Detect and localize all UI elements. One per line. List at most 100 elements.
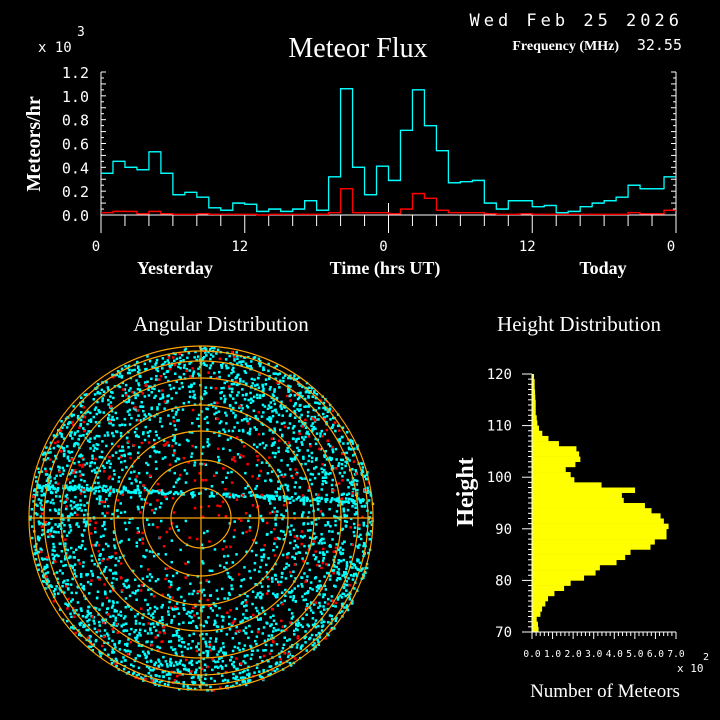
meteor-point [209,348,212,351]
meteor-point-subset [256,506,259,509]
meteor-point [69,612,72,615]
meteor-point [299,476,302,480]
meteor-point [170,560,173,564]
meteor-point [212,647,216,651]
meteor-point [235,675,239,679]
meteor-point [243,644,247,647]
meteor-point [367,551,370,555]
meteor-point [155,607,159,610]
meteor-point [72,501,76,504]
meteor-point [91,572,94,576]
meteor-point [193,396,197,400]
meteor-point [70,414,73,418]
meteor-point [242,647,245,651]
meteor-point [241,619,245,622]
meteor-point [235,625,238,629]
meteor-point [229,404,232,408]
meteor-point [101,604,104,607]
meteor-point [339,551,342,554]
meteor-point [46,558,49,561]
meteor-point [37,568,40,571]
meteor-point-subset [168,463,172,466]
meteor-point-subset [331,409,334,413]
meteor-point [220,656,223,659]
meteor-band-point [133,489,136,492]
meteor-point [131,401,134,405]
meteor-point [210,485,214,488]
meteor-point [351,480,354,483]
meteor-point [88,464,92,468]
meteor-point [231,663,234,666]
meteor-point [306,623,309,626]
meteor-point [182,603,185,607]
meteor-point [230,390,234,394]
meteor-point-subset [323,418,327,421]
meteor-point-subset [117,445,120,448]
meteor-point [258,474,261,477]
meteor-point [179,548,182,552]
meteor-point [107,418,110,422]
meteor-point-subset [286,501,289,505]
meteor-point [245,550,248,553]
meteor-point [79,503,83,507]
meteor-point [302,598,305,602]
meteor-point [98,497,102,500]
meteor-point [104,592,107,596]
meteor-point [208,366,212,370]
meteor-point [111,373,114,377]
meteor-point-subset [341,452,344,456]
meteor-point [109,492,112,495]
meteor-point [325,458,329,461]
meteor-point [242,613,245,616]
meteor-point [141,577,145,580]
meteor-point [255,553,258,557]
meteor-point [130,482,133,485]
meteor-point [293,374,296,377]
meteor-point [93,492,96,495]
meteor-point [118,640,121,643]
meteor-point-subset [125,394,128,397]
meteor-point-subset [120,577,123,580]
meteor-band-point [191,493,194,496]
meteor-point [197,367,200,371]
meteor-point [40,499,43,502]
meteor-point [187,351,191,355]
meteor-point [78,483,81,487]
meteor-point-subset [193,506,197,510]
meteor-point [93,446,97,450]
meteor-point [82,518,86,521]
meteor-point [114,657,118,661]
meteor-point [79,419,82,422]
meteor-point [78,470,82,473]
meteor-point [236,362,239,365]
meteor-point [200,591,203,594]
meteor-band-point [37,484,41,487]
meteor-point [248,417,252,421]
meteor-point [80,621,83,624]
meteor-point [83,479,86,483]
meteor-point [243,680,247,683]
meteor-point [93,481,97,484]
meteor-point-subset [134,406,137,409]
meteor-point [250,653,254,656]
meteor-point [240,404,243,407]
meteor-point-subset [289,399,292,402]
meteor-point [264,383,267,386]
meteor-point [219,649,223,652]
meteor-point [264,479,267,483]
meteor-point [236,453,240,456]
meteor-point [218,375,221,379]
meteor-point [247,680,250,684]
meteor-point [38,522,41,526]
meteor-point [89,640,92,644]
meteor-point [237,678,240,682]
meteor-point [356,567,359,571]
height-bar [532,404,536,411]
meteor-point [206,440,209,444]
meteor-point [63,591,66,594]
meteor-point [142,613,145,616]
meteor-point-subset [251,504,255,507]
meteor-point [131,369,134,372]
meteor-point [330,614,334,618]
